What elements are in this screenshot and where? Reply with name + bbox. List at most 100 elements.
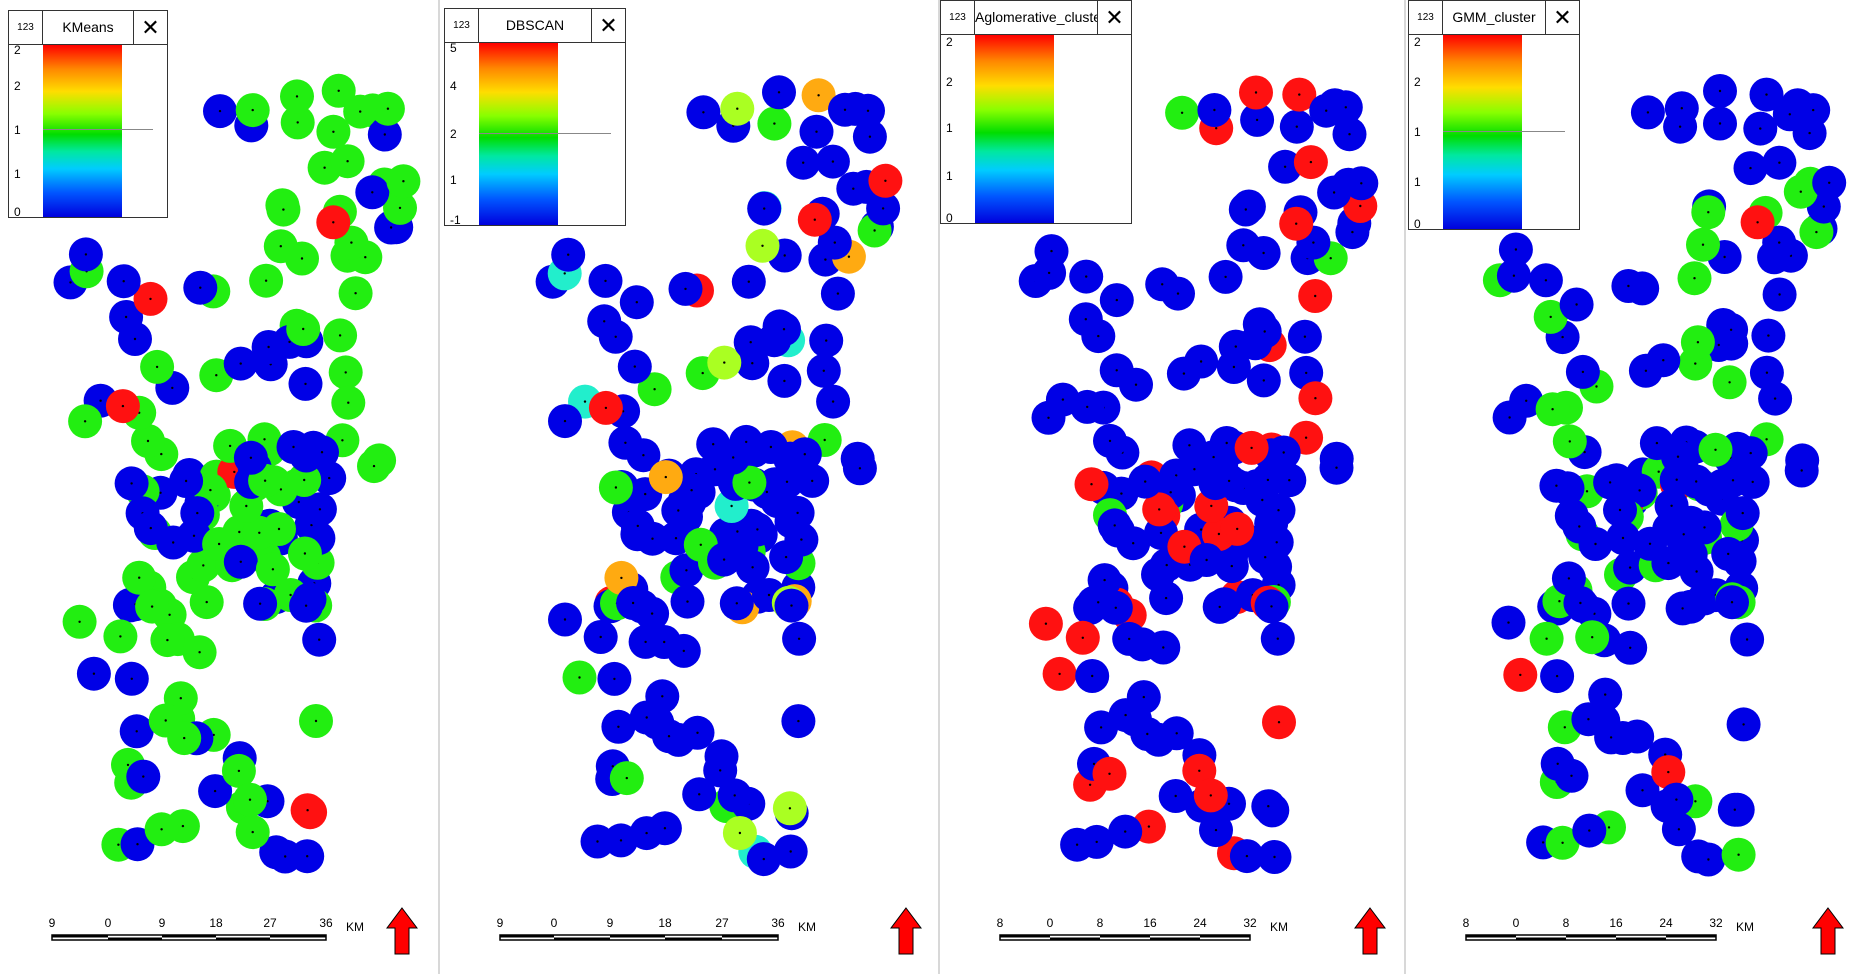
legend-tick-label: -1 xyxy=(450,213,461,227)
point-center-dot xyxy=(1800,469,1803,472)
point-center-dot xyxy=(354,292,357,295)
sort-icon[interactable]: 123 xyxy=(1409,1,1443,34)
point-center-dot xyxy=(1255,118,1259,122)
legend-reference-line xyxy=(1443,131,1565,132)
scale-bar-segment xyxy=(1100,935,1150,938)
point-center-dot xyxy=(1124,713,1127,717)
point-center-dot xyxy=(664,475,667,479)
close-icon[interactable]: ✕ xyxy=(1097,1,1131,34)
point-center-dot xyxy=(696,731,699,734)
point-center-dot xyxy=(1146,732,1149,736)
point-center-dot xyxy=(1332,191,1336,194)
point-center-dot xyxy=(1728,381,1731,384)
point-center-dot xyxy=(372,464,376,468)
point-center-dot xyxy=(663,640,666,644)
legend-header[interactable]: 123 GMM_cluster ✕ xyxy=(1409,1,1579,35)
point-center-dot xyxy=(160,452,163,456)
point-center-dot xyxy=(769,445,773,449)
panel-divider xyxy=(1404,0,1406,974)
point-center-dot xyxy=(196,511,199,515)
map-canvas[interactable]: 9 0 9 18 27 36 KM xyxy=(440,0,938,974)
point-center-dot xyxy=(383,133,386,136)
point-center-dot xyxy=(149,297,152,301)
point-center-dot xyxy=(636,524,639,528)
point-center-dot xyxy=(873,229,876,232)
scale-unit-label: KM xyxy=(1270,920,1288,934)
legend-tick-label: 2 xyxy=(1414,75,1421,89)
point-center-dot xyxy=(1749,451,1752,455)
point-center-dot xyxy=(303,552,307,555)
legend-header[interactable]: 123 Aglomerative_cluster ✕ xyxy=(941,1,1131,35)
point-center-dot xyxy=(1765,438,1768,441)
point-center-dot xyxy=(1266,478,1270,482)
point-center-dot xyxy=(133,337,137,341)
scale-bar-segment xyxy=(665,937,722,940)
point-center-dot xyxy=(1525,399,1528,402)
point-center-dot xyxy=(763,207,766,210)
point-center-dot xyxy=(684,287,687,291)
point-center-dot xyxy=(789,850,792,853)
legend-tick-label: 4 xyxy=(450,79,457,93)
point-center-dot xyxy=(1578,525,1581,528)
point-center-dot xyxy=(1544,279,1548,282)
sort-icon[interactable]: 123 xyxy=(9,11,43,44)
point-center-dot xyxy=(124,315,128,319)
point-center-dot xyxy=(295,95,299,98)
legend-header[interactable]: 123 DBSCAN ✕ xyxy=(445,9,625,43)
point-center-dot xyxy=(1648,542,1652,545)
point-center-dot xyxy=(1707,858,1710,861)
point-center-dot xyxy=(1081,636,1084,639)
point-center-dot xyxy=(736,107,739,110)
point-center-dot xyxy=(1165,563,1168,567)
point-center-dot xyxy=(159,491,162,494)
point-center-dot xyxy=(1808,131,1811,135)
map-canvas[interactable]: 8 0 8 16 24 32 KM xyxy=(940,0,1404,974)
legend-window[interactable]: 123 Aglomerative_cluster ✕ 2 2 1 1 0 xyxy=(940,0,1132,225)
point-center-dot xyxy=(788,807,792,810)
legend-header[interactable]: 123 KMeans ✕ xyxy=(9,11,167,45)
point-center-dot xyxy=(1214,828,1218,832)
point-center-dot xyxy=(1655,441,1659,445)
point-center-dot xyxy=(1608,481,1612,484)
point-center-dot xyxy=(1675,798,1678,801)
point-center-dot xyxy=(1588,829,1591,832)
point-center-dot xyxy=(1295,125,1298,128)
point-center-dot xyxy=(642,454,645,457)
sort-icon[interactable]: 123 xyxy=(445,9,479,42)
point-center-dot xyxy=(1209,794,1212,797)
point-center-dot xyxy=(119,635,122,638)
point-center-dot xyxy=(138,576,141,579)
point-center-dot xyxy=(847,255,851,258)
point-center-dot xyxy=(722,558,726,561)
point-center-dot xyxy=(685,569,688,572)
legend-window[interactable]: 123 DBSCAN ✕ 5 4 2 1 -1 xyxy=(444,8,626,227)
color-ramp xyxy=(975,35,1054,223)
point-center-dot xyxy=(302,327,305,331)
point-center-dot xyxy=(1198,769,1201,772)
sort-icon[interactable]: 123 xyxy=(941,1,975,34)
legend-window[interactable]: 123 KMeans ✕ 2 2 1 1 0 xyxy=(8,10,168,219)
point-center-dot xyxy=(263,438,266,441)
point-center-dot xyxy=(1723,255,1726,259)
point-center-dot xyxy=(1090,483,1093,486)
close-icon[interactable]: ✕ xyxy=(1545,1,1579,34)
map-panel-gmm: 8 0 8 16 24 32 KM 123 GMM_cluster ✕ 2 2 1 1 0 xyxy=(1406,0,1862,974)
point-center-dot xyxy=(756,528,759,531)
point-center-dot xyxy=(1667,561,1670,565)
north-arrow-icon xyxy=(890,907,922,955)
scale-label: 8 xyxy=(1097,916,1104,930)
map-canvas[interactable]: 9 0 9 18 27 36 KM xyxy=(0,0,438,974)
map-canvas[interactable]: 8 0 8 16 24 32 KM xyxy=(1406,0,1862,974)
point-center-dot xyxy=(1581,370,1585,374)
point-center-dot xyxy=(738,831,742,835)
legend-title: DBSCAN xyxy=(505,17,565,33)
point-center-dot xyxy=(198,651,201,654)
close-icon[interactable]: ✕ xyxy=(591,9,625,42)
point-center-dot xyxy=(1555,674,1559,678)
point-center-dot xyxy=(1244,208,1247,211)
point-center-dot xyxy=(277,527,281,531)
legend-window[interactable]: 123 GMM_cluster ✕ 2 2 1 1 0 xyxy=(1408,0,1580,231)
point-center-dot xyxy=(1351,230,1354,234)
close-icon[interactable]: ✕ xyxy=(133,11,167,44)
point-center-dot xyxy=(1727,552,1730,556)
